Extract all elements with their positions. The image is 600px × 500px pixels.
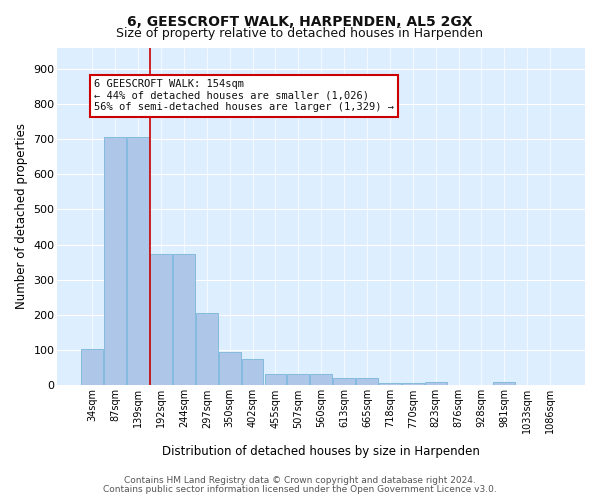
- Text: Size of property relative to detached houses in Harpenden: Size of property relative to detached ho…: [116, 28, 484, 40]
- Text: Contains public sector information licensed under the Open Government Licence v3: Contains public sector information licen…: [103, 484, 497, 494]
- Bar: [333, 378, 355, 386]
- Text: 6, GEESCROFT WALK, HARPENDEN, AL5 2GX: 6, GEESCROFT WALK, HARPENDEN, AL5 2GX: [127, 15, 473, 29]
- Text: 6 GEESCROFT WALK: 154sqm
← 44% of detached houses are smaller (1,026)
56% of sem: 6 GEESCROFT WALK: 154sqm ← 44% of detach…: [94, 79, 394, 112]
- Bar: [219, 352, 241, 386]
- Bar: [425, 382, 446, 386]
- Bar: [82, 349, 103, 386]
- Bar: [173, 254, 195, 386]
- X-axis label: Distribution of detached houses by size in Harpenden: Distribution of detached houses by size …: [162, 444, 480, 458]
- Bar: [104, 136, 126, 386]
- Bar: [265, 374, 286, 386]
- Bar: [287, 374, 309, 386]
- Bar: [356, 378, 378, 386]
- Text: Contains HM Land Registry data © Crown copyright and database right 2024.: Contains HM Land Registry data © Crown c…: [124, 476, 476, 485]
- Bar: [310, 374, 332, 386]
- Bar: [150, 254, 172, 386]
- Bar: [379, 382, 401, 386]
- Bar: [127, 136, 149, 386]
- Y-axis label: Number of detached properties: Number of detached properties: [15, 124, 28, 310]
- Bar: [196, 312, 218, 386]
- Bar: [402, 382, 424, 386]
- Bar: [493, 382, 515, 386]
- Bar: [242, 359, 263, 386]
